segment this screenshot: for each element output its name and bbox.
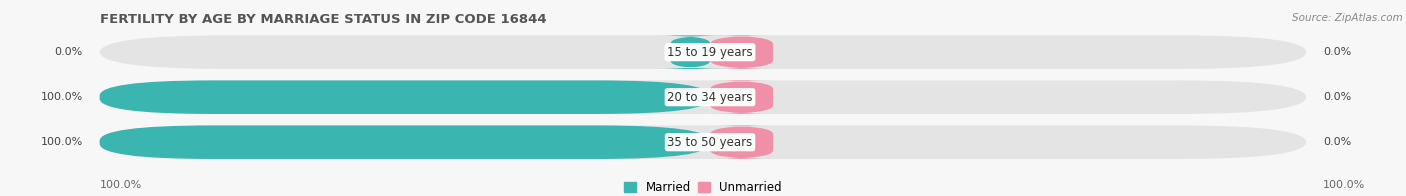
FancyBboxPatch shape: [100, 35, 1306, 69]
Text: 15 to 19 years: 15 to 19 years: [668, 46, 752, 59]
FancyBboxPatch shape: [710, 35, 773, 69]
FancyBboxPatch shape: [654, 35, 727, 69]
Text: 20 to 34 years: 20 to 34 years: [668, 91, 752, 104]
FancyBboxPatch shape: [710, 80, 773, 114]
Text: 100.0%: 100.0%: [41, 137, 83, 147]
Text: 0.0%: 0.0%: [1323, 92, 1351, 102]
Text: 100.0%: 100.0%: [41, 92, 83, 102]
FancyBboxPatch shape: [710, 125, 773, 159]
FancyBboxPatch shape: [100, 125, 710, 159]
Text: 100.0%: 100.0%: [100, 180, 142, 190]
Legend: Married, Unmarried: Married, Unmarried: [621, 179, 785, 196]
FancyBboxPatch shape: [100, 80, 710, 114]
Text: 100.0%: 100.0%: [1323, 180, 1365, 190]
Text: 0.0%: 0.0%: [55, 47, 83, 57]
Text: 35 to 50 years: 35 to 50 years: [668, 136, 752, 149]
Text: Source: ZipAtlas.com: Source: ZipAtlas.com: [1292, 13, 1403, 23]
Text: 0.0%: 0.0%: [1323, 137, 1351, 147]
Text: FERTILITY BY AGE BY MARRIAGE STATUS IN ZIP CODE 16844: FERTILITY BY AGE BY MARRIAGE STATUS IN Z…: [100, 13, 547, 26]
FancyBboxPatch shape: [100, 125, 1306, 159]
Text: 0.0%: 0.0%: [1323, 47, 1351, 57]
FancyBboxPatch shape: [100, 80, 1306, 114]
